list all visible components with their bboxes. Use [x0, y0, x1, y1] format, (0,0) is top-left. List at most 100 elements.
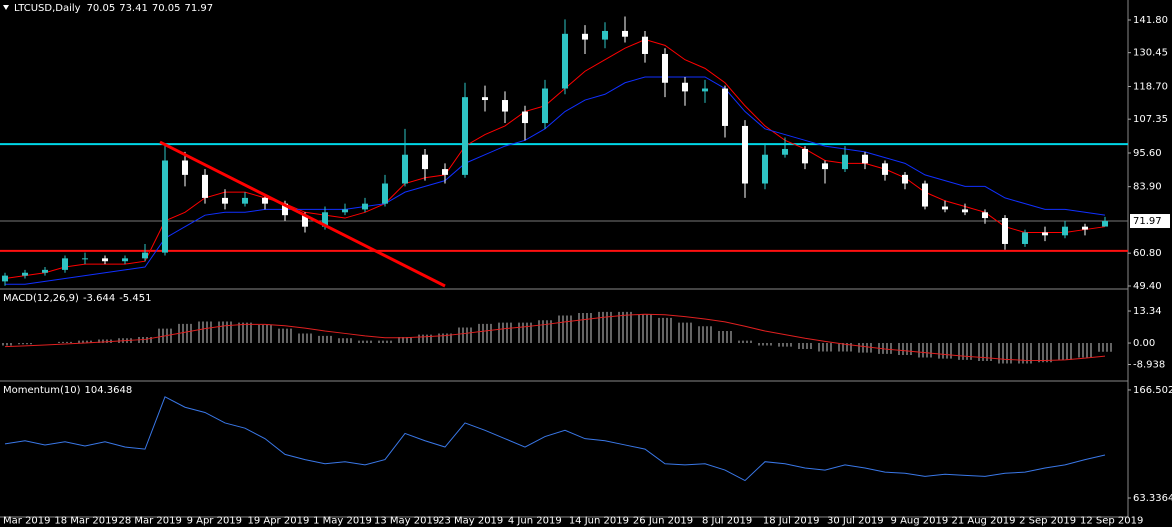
candle-body [462, 97, 468, 175]
candle-body [142, 252, 148, 259]
indicator-title: Momentum(10) 104.3648 [3, 385, 132, 396]
candle-body [362, 203, 368, 210]
y-tick-label: 118.70 [1133, 82, 1168, 93]
candle-body [1042, 232, 1048, 236]
value: -3.644 [83, 293, 115, 304]
candle-body [742, 125, 748, 184]
signal-line [4, 313, 1106, 362]
candle-body [942, 206, 948, 210]
current-price-box [1130, 214, 1170, 229]
x-tick-label: 14 Jun 2019 [569, 515, 629, 526]
candle-body [962, 209, 968, 213]
name: MACD(12,26,9) [3, 293, 79, 304]
candle-body [282, 203, 288, 216]
indicator-line [5, 76, 1106, 285]
candle-body [242, 197, 248, 204]
candle-body [162, 160, 168, 253]
x-tick-label: 28 Mar 2019 [118, 515, 181, 526]
candle-body [922, 183, 928, 207]
y-tick-label: -8.938 [1133, 359, 1165, 370]
candle-body [82, 258, 88, 260]
candle-body [882, 163, 888, 175]
candle-body [1062, 226, 1068, 236]
x-tick-label: 23 May 2019 [438, 515, 503, 526]
candle-body [122, 258, 128, 262]
symbol: LTCUSD,Daily [14, 3, 81, 14]
y-tick-label: 83.90 [1133, 182, 1162, 193]
y-tick-label: 60.80 [1133, 248, 1162, 259]
ohlc-value: 70.05 [87, 3, 116, 14]
y-tick-label: 107.35 [1133, 114, 1168, 125]
candle-body [702, 88, 708, 92]
y-tick-label: 13.34 [1133, 306, 1162, 317]
y-tick-label: 63.3364 [1133, 493, 1172, 504]
indicator-title: MACD(12,26,9) -3.644 -5.451 [3, 293, 151, 304]
candle-body [422, 154, 428, 170]
candle-body [1002, 218, 1008, 244]
y-tick-label: 0.00 [1133, 338, 1155, 349]
header-arrow [3, 5, 9, 10]
candle-body [22, 272, 28, 276]
candle-body [62, 258, 68, 270]
x-tick-label: 12 Sep 2019 [1080, 515, 1143, 526]
name: Momentum(10) [3, 385, 81, 396]
candle-body [1082, 226, 1088, 230]
candle-body [782, 148, 788, 155]
candle-body [42, 269, 48, 273]
value: 104.3648 [85, 385, 133, 396]
candle-body [602, 30, 608, 40]
candle-body [482, 97, 488, 101]
ohlc-value: 71.97 [184, 3, 213, 14]
candle-body [182, 160, 188, 175]
y-tick-label: 49.40 [1133, 281, 1162, 292]
candle-body [322, 212, 328, 227]
x-tick-label: 30 Jul 2019 [827, 515, 884, 526]
candle-body [202, 174, 208, 198]
candle-body [382, 183, 388, 204]
candle-body [2, 275, 8, 282]
candle-body [722, 88, 728, 126]
candle-body [822, 163, 828, 170]
candle-body [542, 88, 548, 124]
candle-body [902, 174, 908, 184]
x-tick-label: 1 May 2019 [313, 515, 372, 526]
chart-header: LTCUSD,Daily 70.05 73.41 70.05 71.97 [14, 3, 213, 14]
y-tick-label: 166.502 [1133, 385, 1172, 396]
indicator-line [4, 39, 1106, 279]
candle-body [102, 258, 108, 262]
y-tick-label: 141.80 [1133, 15, 1168, 26]
x-tick-label: 13 May 2019 [374, 515, 439, 526]
trendline [159, 140, 446, 288]
value: -5.451 [119, 293, 151, 304]
candle-body [342, 209, 348, 213]
ohlc-value: 73.41 [119, 3, 148, 14]
x-tick-label: 2 Sep 2019 [1019, 515, 1076, 526]
candle-body [1102, 221, 1108, 227]
candle-body [302, 215, 308, 227]
candle-body [1022, 232, 1028, 244]
ohlc-value: 70.05 [152, 3, 181, 14]
candle-body [662, 53, 668, 83]
candle-body [862, 154, 868, 164]
x-tick-label: 19 Apr 2019 [247, 515, 309, 526]
x-tick-label: 9 Aug 2019 [891, 515, 949, 526]
candle-body [622, 30, 628, 37]
candle-body [522, 111, 528, 124]
x-tick-label: 9 Apr 2019 [187, 515, 242, 526]
y-tick-label: 130.45 [1133, 48, 1168, 59]
x-tick-label: 18 Jul 2019 [763, 515, 820, 526]
x-tick-label: 26 Jun 2019 [633, 515, 693, 526]
candle-body [842, 154, 848, 170]
momentum-line [4, 396, 1106, 482]
candle-body [762, 154, 768, 184]
x-tick-label: 8 Jul 2019 [702, 515, 752, 526]
candle-body [642, 36, 648, 54]
x-tick-label: 4 Jun 2019 [508, 515, 562, 526]
candle-body [802, 148, 808, 164]
candle-body [562, 33, 568, 89]
candle-body [502, 100, 508, 112]
candle-body [582, 33, 588, 40]
x-tick-label: 6 Mar 2019 [0, 515, 51, 526]
